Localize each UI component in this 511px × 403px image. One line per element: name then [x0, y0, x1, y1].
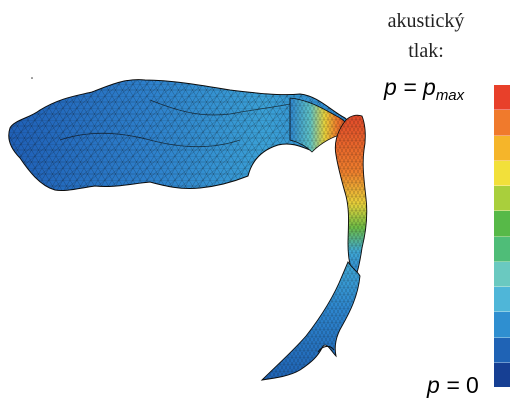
max-label-var: p	[384, 74, 397, 100]
legend-title-line1: akustický	[387, 10, 465, 32]
pharynx-region	[334, 114, 368, 277]
colorbar-segment	[494, 110, 510, 136]
max-label-eq: =	[396, 74, 424, 100]
colorbar-max-label: p = pmax	[384, 74, 464, 104]
colorbar-segment	[494, 337, 510, 363]
stray-mark	[31, 77, 33, 79]
colorbar-segment	[494, 135, 510, 161]
max-label-sub: max	[435, 87, 465, 104]
nasal-cavity-region	[8, 79, 352, 191]
min-label-eq: =	[439, 372, 467, 398]
colorbar-segment	[494, 211, 510, 237]
larynx-region	[260, 261, 361, 381]
colorbar-segment	[494, 85, 510, 111]
colorbar-min-label: p = 0	[427, 372, 479, 399]
colorbar-segment	[494, 160, 510, 186]
colorbar-segment	[494, 261, 510, 287]
colorbar-segment	[494, 362, 510, 387]
min-label-var: p	[427, 372, 440, 398]
colorbar-segment	[494, 186, 510, 212]
colorbar-segment	[494, 236, 510, 262]
colorbar-segment	[494, 312, 510, 338]
max-label-p: p	[423, 74, 436, 100]
pressure-colorbar	[494, 85, 510, 387]
min-label-value: 0	[466, 372, 479, 398]
legend-title: akustický tlak:	[371, 6, 481, 66]
colorbar-segment	[494, 287, 510, 313]
legend-title-line2: tlak:	[408, 40, 444, 62]
